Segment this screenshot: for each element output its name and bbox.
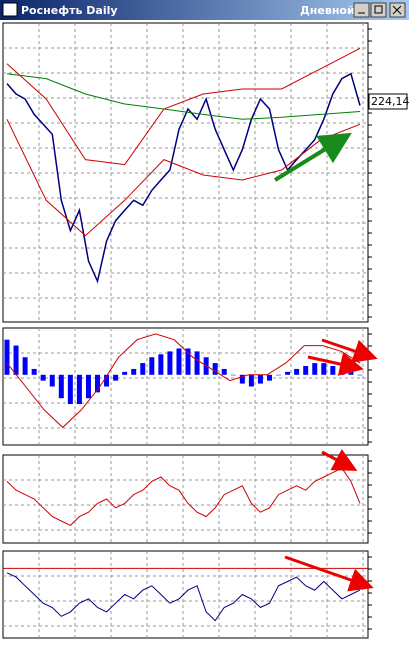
window-title: Роснефть Daily [21,4,118,17]
bar [303,366,309,375]
bar [285,371,291,375]
red-arrow [284,555,374,592]
series-line [6,73,361,120]
bar [85,374,91,399]
bar [276,374,282,376]
bar [294,368,300,375]
bar [49,374,55,387]
bar [185,348,191,375]
maximize-button[interactable] [370,2,387,18]
bar [4,339,10,375]
series-line [6,467,361,527]
mode: Дневной [300,4,355,17]
bar [113,374,119,381]
green-arrow [273,132,352,182]
title-bar [0,0,409,20]
bar [230,374,236,376]
bar [67,374,73,405]
bar [140,363,146,375]
bar [22,357,28,375]
app-icon [2,2,18,17]
bar [357,374,363,376]
bar [176,348,182,375]
series-line [6,47,361,166]
series-line [6,119,361,237]
minimize-button[interactable] [353,2,370,18]
bar [239,374,245,384]
bar [321,363,327,375]
red-arrow [307,352,364,376]
bar [221,368,227,375]
bar [31,368,37,375]
bar [131,368,137,375]
series-line [6,333,361,429]
bar [212,363,218,375]
bar [330,366,336,375]
bar [194,351,200,375]
bar [312,363,318,375]
price-label-box [368,93,408,110]
bar [248,374,254,387]
bar [104,374,110,387]
panel [2,327,369,446]
bar [40,374,46,381]
series-line [6,572,361,622]
bar [13,345,19,375]
bar [95,374,101,393]
panel [2,550,369,639]
bar [76,374,82,405]
bar [339,368,345,375]
bar [266,374,272,381]
bar [167,351,173,375]
bar [348,371,354,375]
red-arrow [321,448,358,471]
bar [257,374,263,384]
price-label: 224,14 [371,95,409,108]
bar [122,371,128,375]
bar [149,357,155,375]
bar [158,354,164,375]
bar [58,374,64,399]
button-glyphs [358,5,402,15]
